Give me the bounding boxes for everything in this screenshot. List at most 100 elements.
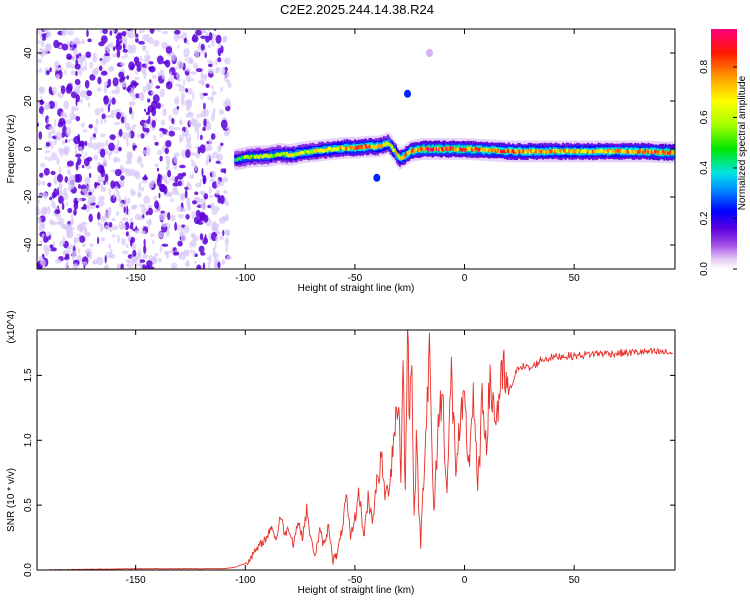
noise-speckle: [170, 198, 175, 202]
noise-speckle: [186, 40, 189, 46]
noise-speckle: [78, 184, 81, 189]
noise-speckle: [64, 69, 67, 76]
noise-speckle: [119, 77, 125, 83]
ridge-cell: [422, 147, 425, 151]
noise-speckle: [112, 46, 116, 51]
figure-title: C2E2.2025.244.14.38.R24: [280, 2, 434, 17]
ridge-cell: [539, 150, 542, 154]
ridge-cell: [309, 150, 312, 154]
noise-speckle: [168, 125, 174, 130]
ridge-cell: [310, 149, 313, 153]
noise-speckle: [122, 250, 129, 255]
ridge-cell: [280, 152, 283, 156]
noise-speckle: [120, 175, 125, 181]
ridge-cell: [260, 155, 263, 159]
ridge-cell: [406, 151, 409, 155]
ridge-cell: [509, 149, 512, 153]
ridge-cell: [359, 145, 362, 150]
noise-speckle: [37, 204, 40, 211]
noise-speckle: [55, 73, 60, 80]
noise-speckle: [94, 108, 101, 116]
ridge-cell: [367, 144, 370, 148]
noise-speckle: [159, 155, 163, 162]
noise-speckle: [90, 136, 97, 141]
noise-speckle: [127, 197, 131, 205]
noise-speckle: [57, 187, 60, 196]
noise-speckle: [107, 78, 112, 88]
ridge-cell: [405, 151, 408, 156]
ridge-cell: [447, 146, 450, 150]
noise-speckle: [120, 116, 125, 124]
noise-speckle: [219, 235, 224, 241]
noise-speckle: [103, 265, 107, 269]
noise-speckle: [111, 97, 116, 105]
noise-speckle: [99, 223, 104, 232]
noise-speckle: [143, 45, 147, 51]
ridge-cell: [365, 145, 369, 149]
noise-speckle: [41, 207, 46, 216]
ridge-cell: [515, 150, 518, 155]
ridge-cell: [372, 146, 375, 150]
ridge-cell: [294, 152, 297, 156]
noise-speckle: [129, 106, 133, 115]
noise-speckle: [189, 119, 192, 126]
ridge-cell: [277, 153, 280, 157]
noise-speckle: [194, 253, 198, 257]
ridge-cell: [526, 149, 529, 153]
ridge-cell: [336, 147, 340, 151]
ridge-cell: [373, 145, 376, 149]
noise-speckle: [128, 100, 136, 106]
ridge-cell: [338, 145, 341, 150]
ridge-cell: [557, 149, 561, 154]
noise-speckle: [224, 200, 229, 207]
ridge-cell: [238, 156, 241, 161]
noise-speckle: [146, 260, 153, 268]
noise-speckle: [140, 67, 146, 74]
ridge-cell: [443, 147, 446, 151]
ridge-cell: [497, 149, 500, 153]
noise-speckle: [92, 71, 99, 75]
noise-speckle: [48, 156, 52, 162]
noise-speckle: [75, 173, 83, 183]
ridge-cell: [496, 148, 499, 152]
ridge-cell: [427, 148, 430, 152]
noise-speckle: [202, 126, 206, 132]
ridge-cell: [651, 150, 654, 155]
noise-speckle: [38, 131, 43, 140]
ridge-cell: [597, 149, 600, 153]
noise-speckle: [62, 192, 69, 201]
noise-speckle: [94, 125, 98, 135]
noise-speckle: [200, 29, 207, 34]
ridge-cell: [498, 150, 501, 154]
noise-speckle: [145, 127, 150, 133]
noise-speckle: [187, 56, 193, 64]
noise-speckle: [47, 205, 51, 215]
noise-speckle: [203, 118, 207, 127]
noise-speckle: [118, 146, 122, 152]
noise-speckle: [134, 229, 140, 234]
noise-speckle: [138, 181, 142, 191]
ridge-cell: [579, 149, 582, 153]
noise-speckle: [198, 42, 201, 47]
ridge-cell: [563, 148, 566, 153]
noise-speckle: [161, 243, 169, 247]
noise-speckle: [44, 156, 48, 161]
noise-speckle: [191, 34, 199, 43]
noise-speckle: [97, 211, 101, 220]
ridge-cell: [267, 154, 270, 158]
ridge-cell: [433, 147, 436, 151]
noise-speckle: [223, 168, 227, 174]
noise-speckle: [172, 189, 179, 196]
noise-speckle: [87, 102, 91, 108]
noise-speckle: [191, 172, 194, 179]
ridge-cell: [577, 148, 580, 153]
noise-speckle: [66, 30, 74, 36]
noise-speckle: [212, 151, 219, 159]
ridge-cell: [606, 149, 609, 156]
noise-speckle: [99, 176, 103, 183]
noise-speckle: [141, 186, 144, 192]
noise-speckle: [73, 209, 77, 216]
noise-speckle: [81, 65, 88, 72]
noise-speckle: [203, 76, 207, 81]
ridge-cell: [573, 150, 576, 154]
